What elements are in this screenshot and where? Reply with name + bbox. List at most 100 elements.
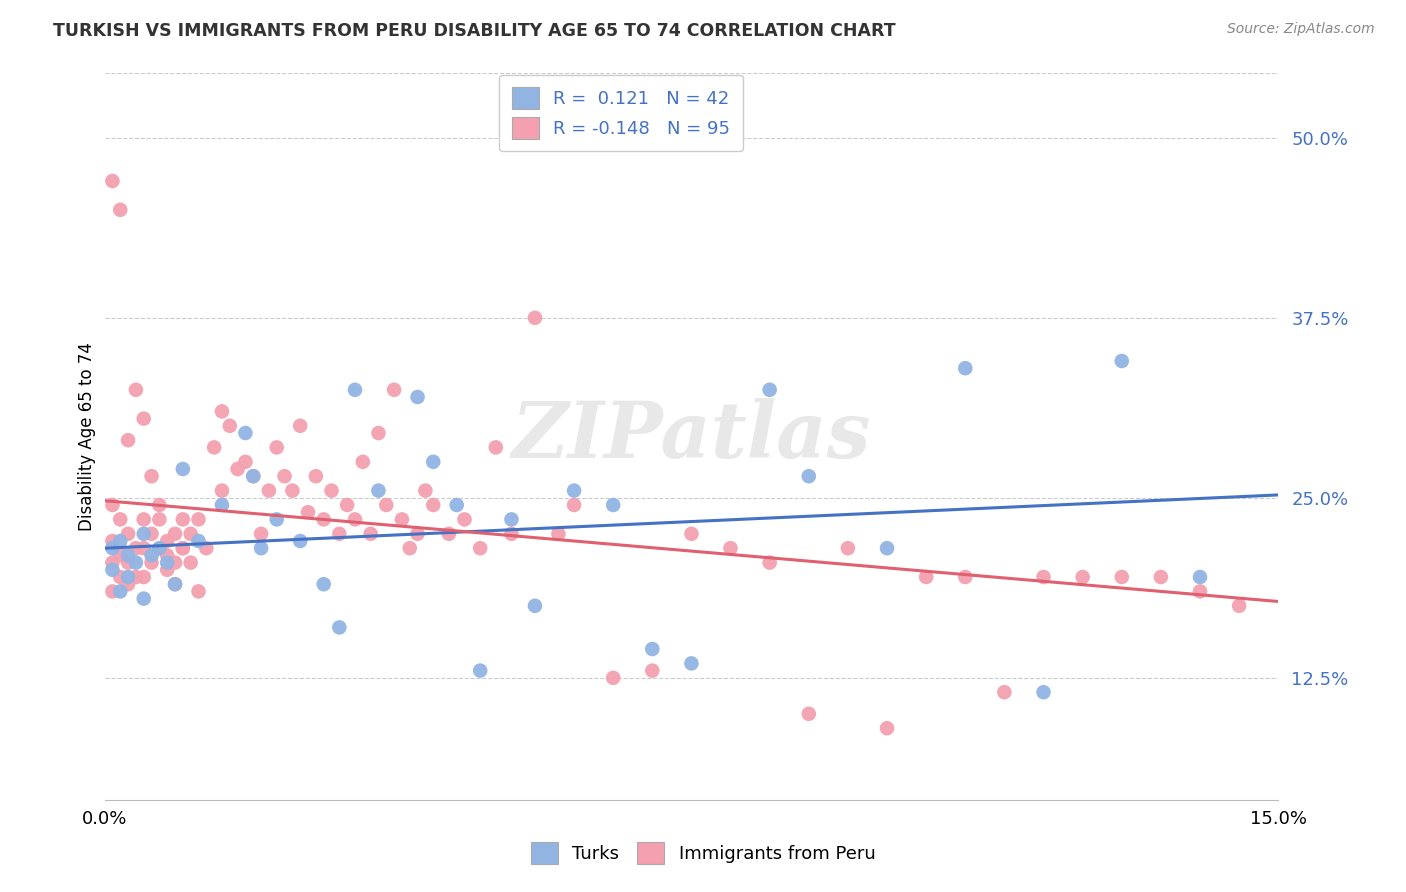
Point [1111, 570, 1133, 584]
Point [211, 483, 233, 498]
Point [235, 425, 257, 440]
Point [321, 483, 343, 498]
Point [955, 570, 977, 584]
Point [187, 534, 209, 549]
Point [180, 526, 202, 541]
Point [305, 469, 328, 483]
Point [110, 570, 132, 584]
Point [501, 526, 523, 541]
Point [681, 526, 703, 541]
Point [172, 462, 194, 476]
Point [343, 512, 366, 526]
Point [101, 174, 124, 188]
Point [955, 361, 977, 376]
Point [110, 512, 132, 526]
Point [523, 310, 546, 325]
Point [156, 534, 179, 549]
Point [101, 541, 124, 556]
Point [117, 526, 139, 541]
Point [117, 570, 139, 584]
Point [562, 483, 585, 498]
Point [485, 441, 508, 455]
Point [1188, 570, 1211, 584]
Point [110, 584, 132, 599]
Point [681, 657, 703, 671]
Point [915, 570, 938, 584]
Point [1032, 570, 1054, 584]
Point [101, 534, 124, 549]
Point [101, 563, 124, 577]
Text: Source: ZipAtlas.com: Source: ZipAtlas.com [1227, 22, 1375, 37]
Point [547, 526, 569, 541]
Point [110, 549, 132, 563]
Point [110, 202, 132, 217]
Point [1071, 570, 1094, 584]
Point [720, 541, 742, 556]
Point [1150, 570, 1173, 584]
Point [163, 577, 186, 591]
Point [437, 526, 460, 541]
Point [523, 599, 546, 613]
Point [758, 383, 780, 397]
Point [132, 512, 155, 526]
Text: TURKISH VS IMMIGRANTS FROM PERU DISABILITY AGE 65 TO 74 CORRELATION CHART: TURKISH VS IMMIGRANTS FROM PERU DISABILI… [53, 22, 896, 40]
Point [1032, 685, 1054, 699]
Point [110, 534, 132, 549]
Point [125, 556, 148, 570]
Point [132, 570, 155, 584]
Point [1111, 354, 1133, 368]
Point [312, 512, 335, 526]
Point [141, 526, 163, 541]
Point [266, 441, 288, 455]
Point [876, 721, 898, 735]
Point [218, 418, 240, 433]
Point [375, 498, 398, 512]
Point [797, 469, 820, 483]
Point [132, 591, 155, 606]
Point [422, 498, 444, 512]
Point [382, 383, 405, 397]
Point [641, 642, 664, 657]
Point [125, 541, 148, 556]
Point [141, 556, 163, 570]
Point [398, 541, 420, 556]
Point [172, 541, 194, 556]
Point [837, 541, 859, 556]
Point [406, 526, 429, 541]
Point [235, 455, 257, 469]
Point [367, 483, 389, 498]
Point [117, 577, 139, 591]
Point [470, 664, 492, 678]
Point [312, 577, 335, 591]
Point [226, 462, 249, 476]
Point [125, 570, 148, 584]
Point [422, 455, 444, 469]
Point [406, 390, 429, 404]
Point [242, 469, 264, 483]
Point [797, 706, 820, 721]
Point [101, 584, 124, 599]
Point [101, 498, 124, 512]
Point [1227, 599, 1250, 613]
Point [132, 411, 155, 425]
Point [180, 556, 202, 570]
Point [266, 512, 288, 526]
Point [297, 505, 319, 519]
Point [156, 556, 179, 570]
Point [187, 512, 209, 526]
Point [876, 541, 898, 556]
Legend: Turks, Immigrants from Peru: Turks, Immigrants from Peru [516, 828, 890, 879]
Point [328, 620, 350, 634]
Point [343, 383, 366, 397]
Point [211, 404, 233, 418]
Point [290, 534, 312, 549]
Point [446, 498, 468, 512]
Point [163, 577, 186, 591]
Point [141, 549, 163, 563]
Point [156, 549, 179, 563]
Point [141, 469, 163, 483]
Point [360, 526, 382, 541]
Point [336, 498, 359, 512]
Point [993, 685, 1015, 699]
Point [148, 498, 170, 512]
